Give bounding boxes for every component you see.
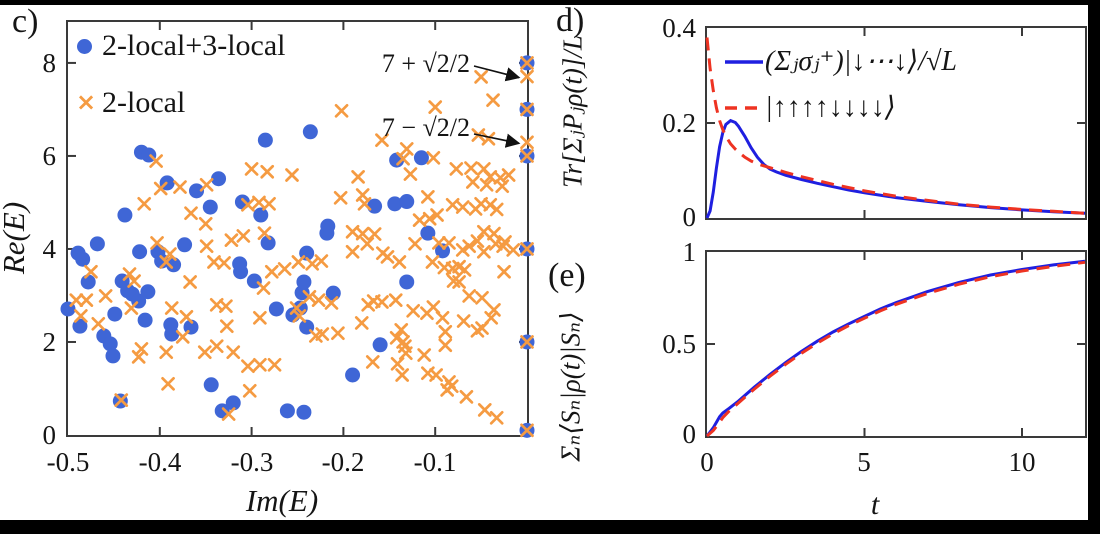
annotation-7-minus: 7 − √2/2	[381, 113, 470, 142]
d-ytick-0: 0	[682, 202, 697, 232]
line-plot-d-svg	[705, 28, 1086, 219]
d-ylabel: Tr[ΣⱼPⱼρ(t)]/L	[557, 35, 588, 188]
panel-e-tag: (e)	[548, 257, 586, 294]
d-legend-label-2: |↑↑↑↑↓↓↓↓⟩	[765, 92, 896, 123]
c-xlabel: Im(E)	[245, 483, 319, 518]
e-ytick-05: 0.5	[662, 329, 696, 359]
curve-dashed-red	[705, 37, 1086, 215]
c-ylabel: Re(E)	[0, 201, 31, 275]
d-legend-label-1: (Σⱼσⱼ⁺)|↓⋯↓⟩/√L	[765, 46, 958, 77]
e-xtick-5: 5	[857, 447, 871, 477]
right-border-bar	[1088, 0, 1100, 534]
scatter-series-2-local	[69, 56, 534, 438]
d-legend-swatches	[725, 60, 763, 110]
scatter-plot-svg	[60, 22, 535, 438]
tick-marks	[707, 28, 1085, 218]
c-ytick-8: 8	[42, 48, 57, 78]
e-xtick-10: 10	[1008, 447, 1036, 477]
panel-d-tag: d)	[556, 2, 585, 39]
d-ytick-04: 0.4	[662, 13, 696, 43]
tick-marks	[707, 252, 1085, 436]
c-ytick-6: 6	[42, 141, 57, 171]
panel-d-plot	[705, 26, 1087, 220]
c-xtick-m03: -0.3	[230, 447, 274, 477]
e-ytick-1: 1	[682, 237, 697, 267]
c-xtick-m02: -0.2	[321, 447, 365, 477]
e-ylabel: Σₙ⟨Sₙ|ρ(t)|Sₙ⟩	[555, 311, 586, 462]
curve-solid-blue	[705, 259, 1086, 437]
c-legend-label-1: 2-local+3-local	[102, 29, 286, 62]
curve-solid-blue	[705, 118, 1086, 219]
c-xtick-m04: -0.4	[138, 447, 182, 477]
panel-e-plot	[705, 250, 1087, 438]
d-ytick-02: 0.2	[662, 108, 696, 138]
line-plot-e-svg	[705, 252, 1086, 438]
curve-dashed-red	[706, 260, 1086, 438]
e-xlabel: t	[870, 488, 880, 521]
c-legend-x-icon: ×	[76, 88, 97, 116]
bottom-border-bar	[0, 520, 1100, 534]
c-legend-label-2: 2-local	[102, 86, 186, 119]
panel-c-tag: c)	[12, 3, 39, 40]
c-ytick-2: 2	[42, 327, 57, 357]
c-xtick-m05: -0.5	[46, 447, 90, 477]
e-ytick-0: 0	[682, 419, 697, 449]
annotation-arrows	[473, 65, 521, 148]
panel-c-plot	[60, 20, 535, 438]
c-ytick-4: 4	[42, 234, 57, 264]
top-border-bar	[0, 0, 1100, 5]
e-xtick-0: 0	[700, 447, 714, 477]
annotation-7-plus: 7 + √2/2	[381, 49, 470, 78]
c-xtick-m01: -0.1	[413, 447, 457, 477]
tick-marks	[68, 22, 527, 435]
c-legend-dot-icon	[77, 39, 92, 54]
c-ytick-0: 0	[42, 420, 57, 450]
